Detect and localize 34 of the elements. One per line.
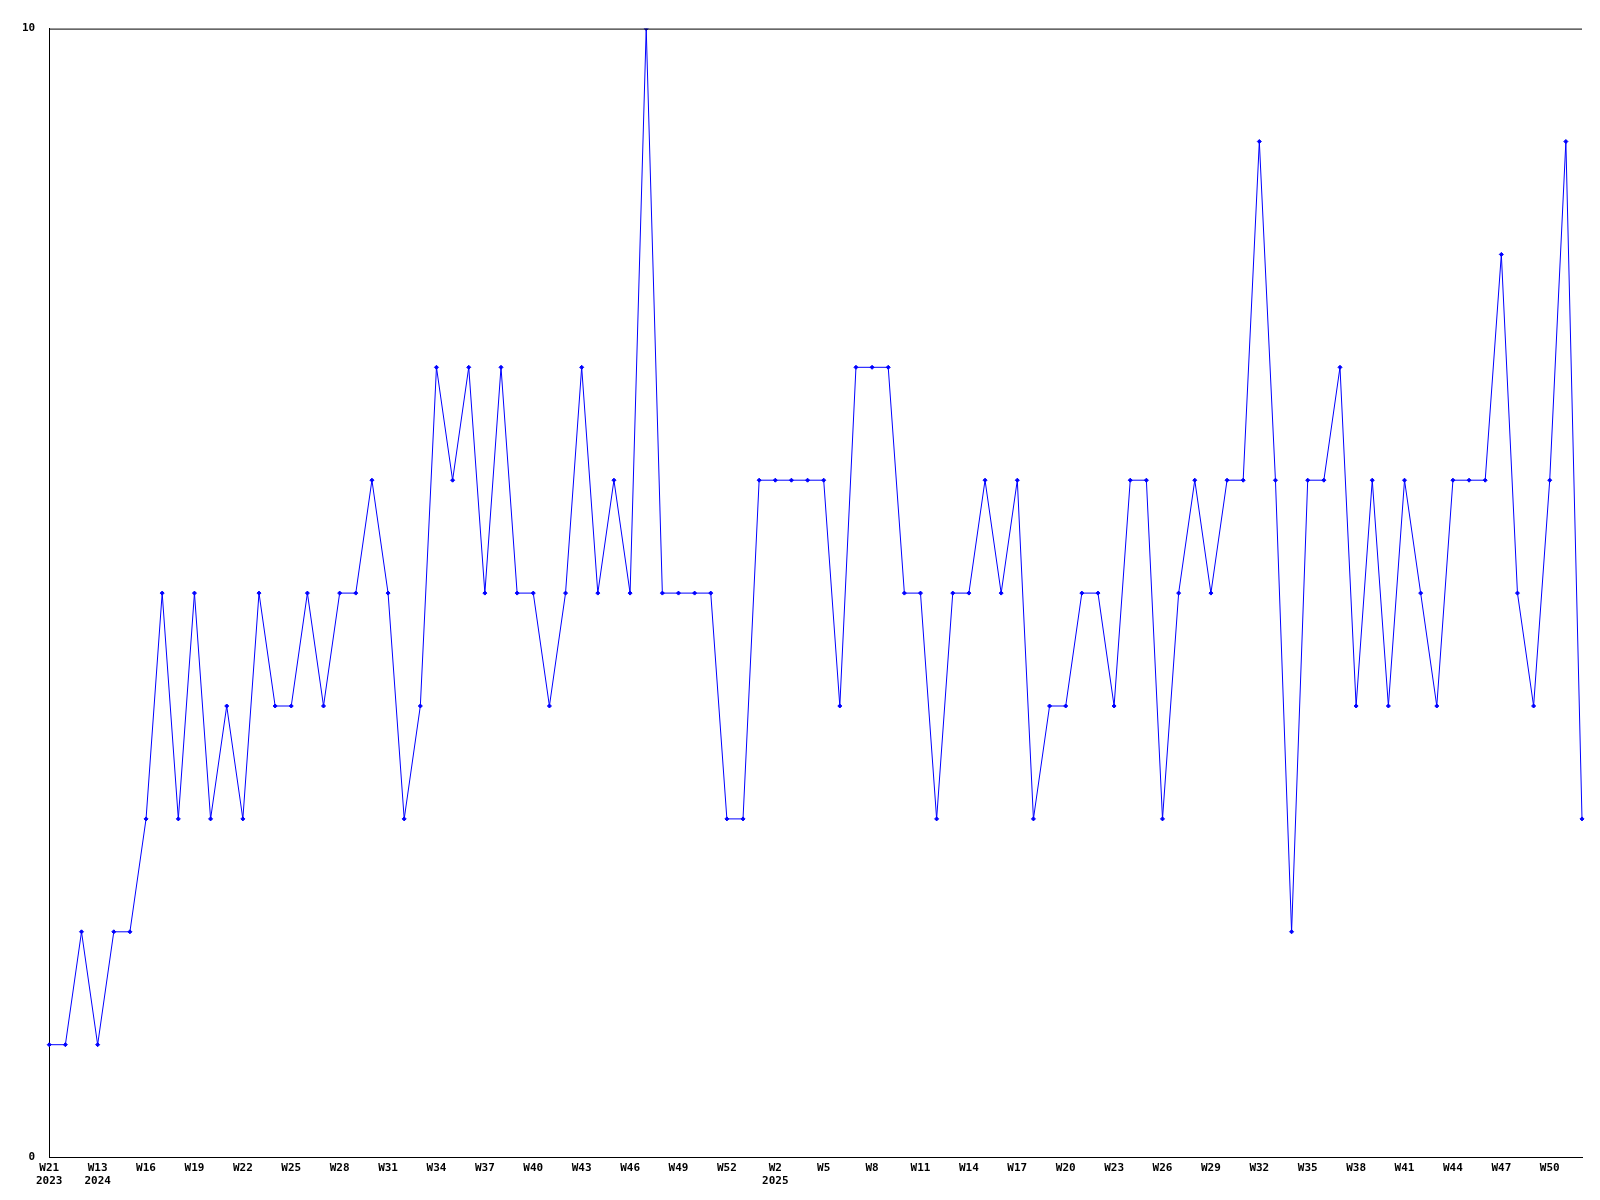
x-tick-label: W14 [958, 1161, 980, 1175]
x-tick-label: W8 [865, 1161, 879, 1175]
x-tick-label: W5 [817, 1161, 831, 1175]
x-tick-label: W35 [1297, 1161, 1318, 1175]
x-tick-label: W20 [1055, 1161, 1076, 1175]
x-tick-label: W13 2024 [84, 1161, 112, 1188]
x-tick-label: W41 [1394, 1161, 1415, 1175]
x-tick-label: W43 [571, 1161, 592, 1175]
y-tick-label: 10 [22, 21, 36, 35]
x-tick-label: W23 [1104, 1161, 1125, 1175]
x-tick-label: W2 2025 [762, 1161, 789, 1188]
x-tick-label: W50 [1539, 1161, 1560, 1175]
x-tick-label: W34 [426, 1161, 447, 1175]
x-tick-label: W22 [232, 1161, 253, 1175]
x-tick-label: W52 [716, 1161, 737, 1175]
x-tick-label: W32 [1249, 1161, 1270, 1175]
x-tick-label: W25 [281, 1161, 302, 1175]
x-tick-label: W16 [136, 1161, 157, 1175]
x-tick-label: W19 [184, 1161, 205, 1175]
x-tick-label: W47 [1491, 1161, 1512, 1175]
x-tick-label: W37 [474, 1161, 495, 1175]
y-tick-label: 0 [28, 1150, 36, 1164]
x-tick-label: W28 [329, 1161, 350, 1175]
x-tick-label: W44 [1442, 1161, 1464, 1175]
x-tick-label: W11 [910, 1161, 931, 1175]
x-tick-label: W29 [1200, 1161, 1221, 1175]
x-tick-label: W21 2023 [36, 1161, 63, 1188]
x-tick-label: W46 [620, 1161, 641, 1175]
x-tick-label: W40 [523, 1161, 544, 1175]
x-tick-label: W38 [1346, 1161, 1367, 1175]
x-tick-label: W26 [1152, 1161, 1173, 1175]
x-tick-label: W49 [668, 1161, 689, 1175]
x-tick-label: W31 [378, 1161, 399, 1175]
x-tick-label: W17 [1007, 1161, 1028, 1175]
